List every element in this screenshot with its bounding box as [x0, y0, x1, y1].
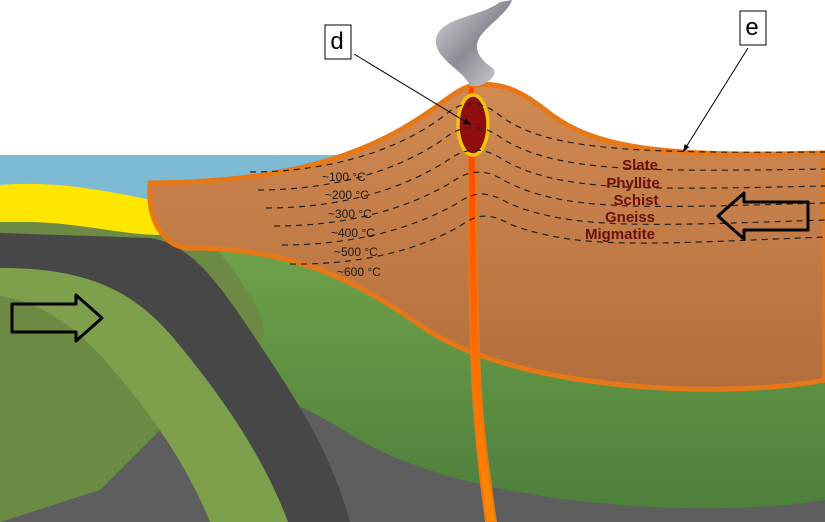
callout-letter: d	[330, 28, 343, 55]
temperature-label: ~200 °C	[325, 188, 369, 202]
temperature-label: ~500 °C	[334, 245, 378, 259]
magma-chamber	[458, 95, 488, 155]
callout-letter: e	[745, 14, 758, 41]
temperature-label: ~100 °C	[322, 170, 366, 184]
rock-type-label: Gneiss	[605, 209, 655, 226]
metamorphism-diagram: ~100 °C ~200 °C ~300 °C ~400 °C ~500 °C ~600 …	[0, 0, 825, 522]
temperature-label: ~600 °C	[337, 265, 381, 279]
temperature-label: ~400 °C	[331, 226, 375, 240]
rock-type-label: Slate	[622, 157, 658, 174]
rock-type-label: Phyllite	[606, 175, 659, 192]
temperature-label: ~300 °C	[328, 207, 372, 221]
rock-type-label: Migmatite	[585, 226, 655, 243]
rock-type-label: Schist	[613, 192, 658, 209]
